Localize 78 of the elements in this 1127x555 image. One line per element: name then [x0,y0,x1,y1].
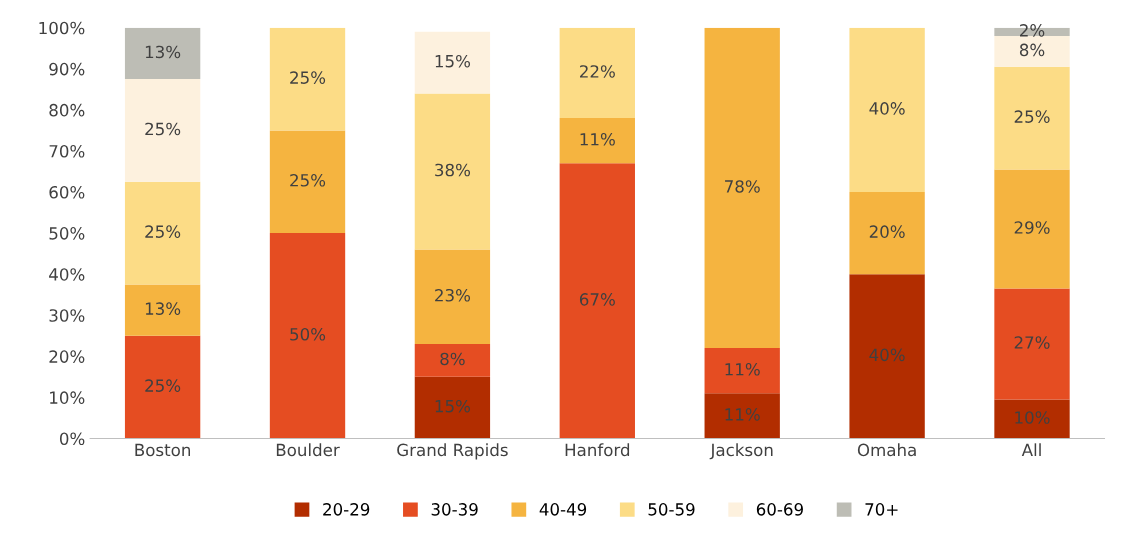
y-tick-label: 10% [50,391,85,404]
data-label: 20% [869,225,905,238]
data-label: 25% [290,71,326,84]
bar [124,335,201,439]
data-label: 8% [1019,43,1045,57]
data-label: 11% [580,132,615,146]
data-label: 13% [145,302,181,315]
legend-label: 50-59 [648,503,695,516]
x-tick-label: Grand Rapids [397,443,508,460]
bar [559,163,635,439]
bar [704,348,780,394]
data-label: 40% [869,102,905,115]
data-label: 25% [145,225,181,238]
y-tick-label: 100% [39,21,85,35]
data-label: 78% [725,180,760,193]
bar [704,27,780,349]
y-tick-label: 20% [49,350,85,363]
data-label: 11% [725,362,760,376]
bar [414,376,491,439]
data-label: 50% [290,328,326,341]
data-label: 8% [440,352,465,366]
data-label: 25% [145,122,181,136]
data-label: 67% [579,293,615,306]
bar [124,181,201,285]
data-label: 10% [1015,411,1050,424]
data-label: 29% [1014,221,1050,234]
bar [414,249,491,344]
bar [269,233,346,439]
y-tick-label: 80% [49,103,85,117]
data-label: 22% [580,65,615,78]
legend-label: 20-29 [323,503,370,516]
bar [414,93,491,250]
legend-label: 40-49 [539,503,587,516]
bar [269,130,346,234]
data-label: 23% [435,288,471,302]
bar [994,169,1070,289]
y-tick-label: 50% [49,227,85,240]
bar [994,35,1070,67]
y-tick-label: 30% [49,309,85,322]
legend-label: 70+ [865,503,898,516]
bar [269,27,346,131]
bar [559,27,635,119]
bar [994,288,1070,400]
data-label: 13% [145,45,181,59]
bar [849,192,925,275]
y-tick-label: 0% [59,432,85,446]
data-label: 27% [1014,336,1050,349]
data-label: 25% [145,379,181,392]
bar [849,27,925,193]
y-tick-label: 70% [49,144,85,158]
x-tick-label: Boulder [276,443,340,457]
y-tick-label: 40% [49,268,85,281]
legend-label: 60-69 [756,503,803,516]
bar [414,31,491,94]
legend-label: 30-39 [431,503,478,516]
data-label: 38% [435,163,471,177]
x-tick-label: Jackson [709,443,773,460]
x-tick-label: Omaha [857,443,916,457]
data-label: 40% [869,348,905,362]
y-tick-label: 60% [49,185,85,199]
data-label: 11% [725,408,760,421]
y-tick-label: 90% [49,62,85,76]
data-label: 25% [290,173,326,187]
x-tick-label: Hanford [565,443,630,457]
x-tick-label: Boston [135,443,190,457]
bar [124,284,201,336]
data-label: 15% [435,399,471,413]
data-label: 25% [1014,110,1050,123]
bar [849,274,925,439]
bar [704,393,780,439]
bar [414,343,491,377]
bar [994,399,1070,439]
bar [559,118,635,164]
x-tick-label: All [1021,443,1041,456]
bar [124,27,201,80]
bar [994,66,1070,170]
data-label: 15% [435,54,471,68]
bar [124,79,201,182]
